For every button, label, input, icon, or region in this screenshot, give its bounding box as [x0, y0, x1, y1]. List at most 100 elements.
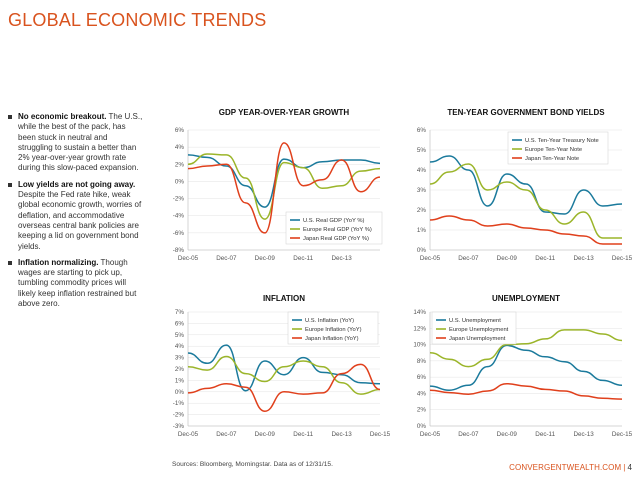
unemployment-chart: UNEMPLOYMENT 14% 12% 10% 8% 6% 4% 2% 0%Dec-05 Dec…: [413, 294, 633, 438]
sources-note: Sources: Bloomberg, Morningstar. Data as…: [172, 461, 333, 468]
unemployment-series-line-3: [429, 382, 623, 400]
x-tick-label: Dec-13: [573, 255, 594, 262]
x-tick-label: Dec-07: [216, 255, 237, 262]
y-tick-label: 6%: [417, 127, 427, 134]
bond-yields-chart: TEN-YEAR GOVERNMENT BOND YIELDS 6% 5% 4% 3% 2…: [417, 108, 633, 262]
x-tick-label: Dec-05: [420, 255, 441, 262]
inflation-series-line-1: [187, 344, 381, 392]
x-tick-label: Dec-05: [420, 431, 441, 438]
page-title: GLOBAL ECONOMIC TRENDS: [8, 10, 267, 30]
x-tick-label: Dec-05: [178, 255, 199, 262]
x-tick-label: Dec-13: [331, 431, 352, 438]
y-tick-label: 5%: [175, 332, 185, 339]
x-tick-label: Dec-09: [497, 255, 518, 262]
x-tick-label: Dec-05: [178, 431, 199, 438]
y-tick-label: -2%: [173, 196, 185, 203]
x-tick-label: Dec-15: [612, 255, 633, 262]
unemployment-chart-title: UNEMPLOYMENT: [492, 294, 560, 303]
x-tick-label: Dec-13: [331, 255, 352, 262]
x-tick-label: Dec-13: [573, 431, 594, 438]
x-tick-label: Dec-15: [370, 431, 391, 438]
legend-label: Europe Ten-Year Note: [525, 147, 582, 153]
bullet-icon: [8, 260, 12, 265]
footer-brand-line: CONVERGENTWEALTH.COM | 4: [509, 463, 632, 472]
inflation-legend: U.S. Inflation (YoY) Europe Inflation (Yo…: [287, 311, 379, 345]
y-tick-label: -8%: [173, 247, 185, 254]
y-tick-label: 2%: [175, 161, 185, 168]
commentary-item: Inflation normalizing. Though wages are …: [8, 258, 143, 309]
legend-label: U.S. Unemployment: [449, 318, 501, 324]
page-number: 4: [627, 463, 632, 472]
x-tick-label: Dec-11: [293, 431, 313, 438]
gdp-series-line-2: [187, 153, 381, 220]
y-tick-label: 6%: [175, 320, 185, 327]
bond-series-line-1: [429, 155, 623, 215]
gdp-legend: U.S. Real GDP (YoY %) Europe Real GDP (Yo…: [285, 211, 383, 245]
gdp-chart-title: GDP YEAR-OVER-YEAR GROWTH: [219, 108, 350, 117]
y-tick-label: 1%: [175, 377, 185, 384]
legend-label: U.S. Real GDP (YoY %): [303, 218, 364, 224]
y-tick-label: 12%: [413, 325, 426, 332]
y-tick-label: -2%: [173, 412, 185, 419]
legend-label: Japan Ten-Year Note: [525, 156, 579, 162]
legend-box: [287, 311, 379, 345]
commentary-text: Despite the Fed rate hike, weak global e…: [18, 190, 142, 251]
commentary-heading: Low yields are not going away.: [18, 179, 136, 189]
commentary-heading: No economic breakout.: [18, 112, 107, 121]
y-tick-label: 1%: [417, 227, 427, 234]
commentary-item: Low yields are not going away. Despite t…: [8, 180, 143, 252]
y-tick-label: 4%: [175, 343, 185, 350]
bond-series-line-3: [429, 215, 622, 245]
y-tick-label: -3%: [173, 423, 185, 430]
bond-series-line-2: [429, 163, 622, 239]
unemployment-series-line-1: [429, 344, 623, 391]
legend-label: Europe Unemployment: [449, 327, 509, 333]
y-tick-label: 0%: [417, 247, 427, 254]
inflation-chart-title: INFLATION: [263, 294, 305, 303]
legend-box: [285, 211, 383, 245]
bond-legend: U.S. Ten-Year Treasury Note Europe Ten-Ye…: [507, 131, 609, 165]
bullet-icon: [8, 182, 12, 187]
unemployment-legend: U.S. Unemployment Europe Unemployment Japa…: [431, 311, 517, 345]
x-tick-label: Dec-11: [535, 255, 555, 262]
y-tick-label: 14%: [413, 309, 426, 316]
x-tick-label: Dec-15: [612, 431, 633, 438]
y-tick-label: -4%: [173, 213, 185, 220]
legend-label: U.S. Inflation (YoY): [305, 318, 354, 324]
y-tick-label: 6%: [175, 127, 185, 134]
commentary-text: The U.S., while the best of the pack, ha…: [18, 112, 143, 173]
footer-separator: |: [623, 463, 626, 472]
y-tick-label: -1%: [173, 400, 185, 407]
legend-label: U.S. Ten-Year Treasury Note: [525, 138, 599, 144]
x-tick-label: Dec-07: [458, 255, 479, 262]
unemployment-series-line-2: [429, 329, 623, 368]
inflation-chart: INFLATION 7% 6% 5% 4% 3% 2% 1% 0% -1% -2% -3%Dec-05…: [173, 294, 391, 438]
y-tick-label: 0%: [417, 423, 427, 430]
y-tick-label: 4%: [417, 390, 427, 397]
x-tick-label: Dec-11: [535, 431, 555, 438]
y-tick-label: 5%: [417, 147, 427, 154]
y-tick-label: 3%: [175, 355, 185, 362]
bond-chart-title: TEN-YEAR GOVERNMENT BOND YIELDS: [447, 108, 605, 117]
gdp-growth-chart: GDP YEAR-OVER-YEAR GROWTH 6% 4% 2% 0% -2% -4% -…: [173, 108, 383, 262]
y-tick-label: 2%: [417, 407, 427, 414]
legend-box: [507, 131, 609, 165]
commentary-heading: Inflation normalizing.: [18, 257, 99, 267]
x-tick-label: Dec-07: [458, 431, 479, 438]
legend-label: Europe Inflation (YoY): [305, 327, 362, 333]
legend-label: Japan Inflation (YoY): [305, 336, 359, 342]
y-tick-label: 2%: [175, 366, 185, 373]
commentary-text: Though wages are starting to pick up, tu…: [18, 257, 137, 309]
y-tick-label: 8%: [417, 358, 427, 365]
y-tick-label: 10%: [413, 342, 426, 349]
y-tick-label: 4%: [175, 144, 185, 151]
inflation-series-line-3: [187, 363, 381, 412]
legend-label: Japan Unemployment: [449, 336, 506, 342]
legend-label: Europe Real GDP (YoY %): [303, 227, 372, 233]
y-tick-label: 0%: [175, 389, 185, 396]
brand-link[interactable]: CONVERGENTWEALTH.COM: [509, 463, 622, 472]
y-tick-label: 2%: [417, 207, 427, 214]
x-tick-label: Dec-09: [255, 431, 276, 438]
x-tick-label: Dec-09: [255, 255, 276, 262]
x-tick-label: Dec-07: [216, 431, 237, 438]
